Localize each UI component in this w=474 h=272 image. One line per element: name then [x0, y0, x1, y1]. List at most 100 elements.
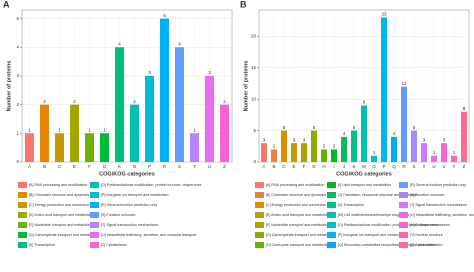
legend-swatch: [90, 192, 99, 198]
bar: [85, 133, 94, 162]
data-label: 4: [343, 131, 346, 136]
x-tick-label: R: [163, 164, 167, 169]
x-tick-label: E: [292, 164, 295, 169]
legend-label: [Y] Nuclear structure: [410, 233, 443, 237]
bar: [361, 105, 367, 162]
y-tick-label: 0: [253, 159, 256, 164]
x-tick-label: H: [322, 164, 325, 169]
legend-swatch: [255, 182, 264, 188]
legend-label: [U] Intracellular trafficking, secretion…: [410, 213, 474, 217]
legend-swatch: [399, 182, 408, 188]
legend-label: [C] Energy production and conversion: [29, 203, 89, 207]
data-label: 3: [423, 137, 426, 142]
data-label: 1: [373, 150, 376, 155]
legend-label: [E] Amino acid transport and metabolism: [29, 213, 94, 217]
legend-swatch: [18, 212, 27, 218]
data-label: 2: [73, 99, 76, 104]
bar: [301, 143, 307, 162]
data-label: 5: [163, 13, 166, 18]
bar: [40, 104, 49, 162]
legend-label: [G] Carbohydrate transport and metabolis…: [29, 233, 98, 237]
x-tick-label: O: [372, 164, 376, 169]
data-label: 1: [453, 150, 456, 155]
legend-label: [J] Translation, ribosomal structure and…: [338, 193, 418, 197]
legend-swatch: [327, 202, 336, 208]
data-label: 1: [193, 128, 196, 133]
x-tick-label: P: [148, 164, 151, 169]
y-tick-label: 5: [16, 16, 19, 21]
x-tick-label: P: [382, 164, 385, 169]
y-axis-title: Number of proteins: [243, 61, 249, 112]
data-label: 12: [401, 81, 407, 86]
legend-label: [K] Transcription: [29, 243, 55, 247]
legend-label: [T] Signal transduction mechanisms: [410, 203, 467, 207]
x-tick-label: F: [88, 164, 91, 169]
data-label: 3: [293, 137, 296, 142]
legend-label: [F] Nucleotide transport and metabolism: [29, 223, 93, 227]
data-label: 3: [148, 70, 151, 75]
data-label: 8: [463, 106, 466, 111]
x-tick-label: Z: [223, 164, 226, 169]
legend-swatch: [255, 242, 264, 248]
x-tick-label: C: [282, 164, 286, 169]
bar: [271, 149, 277, 162]
legend-swatch: [327, 232, 336, 238]
data-label: 2: [43, 99, 46, 104]
x-tick-label: B: [272, 164, 275, 169]
data-label: 23: [381, 12, 387, 17]
bar: [431, 155, 437, 162]
legend-swatch: [399, 232, 408, 238]
bar: [331, 149, 337, 162]
y-tick-label: 5: [253, 128, 256, 133]
data-label: 5: [283, 125, 286, 130]
y-axis-title: Number of proteins: [6, 61, 12, 112]
x-tick-label: K: [352, 164, 355, 169]
bar: [100, 133, 109, 162]
data-label: 3: [208, 70, 211, 75]
plot-area: [21, 9, 233, 163]
x-tick-label: Q: [392, 164, 396, 169]
bar: [461, 111, 467, 162]
legend-label: [G] Carbohydrate transport and metabolis…: [266, 233, 335, 237]
legend-label: [S] Function unknown: [410, 193, 445, 197]
x-tick-label: S: [412, 164, 415, 169]
x-tick-label: V: [442, 164, 445, 169]
bar: [145, 75, 154, 162]
legend-label: [H] Coenzyme transport and metabolism: [266, 243, 330, 247]
legend-swatch: [90, 182, 99, 188]
x-tick-label: J: [343, 164, 345, 169]
x-tick-label: G: [103, 164, 107, 169]
bar: [381, 17, 387, 163]
legend-swatch: [327, 182, 336, 188]
legend-swatch: [90, 232, 99, 238]
legend-label: [A] RNA processing and modification: [266, 183, 324, 187]
data-label: 9: [363, 100, 366, 105]
legend-label: [I] Lipid transport and metabolism: [338, 183, 391, 187]
legend-swatch: [327, 192, 336, 198]
legend-label: [C] Energy production and conversion: [266, 203, 326, 207]
bar: [205, 75, 214, 162]
legend-label: [P] Inorganic ion transport and metaboli…: [338, 233, 406, 237]
legend-swatch: [90, 212, 99, 218]
legend-label: [M] Cell wall/membrane/envelope biogenes…: [338, 213, 410, 217]
x-tick-label: E: [73, 164, 76, 169]
legend-label: [O] Posttranslational modification, prot…: [338, 223, 438, 227]
data-label: 2: [273, 144, 276, 149]
legend-swatch: [18, 242, 27, 248]
data-label: 4: [118, 41, 121, 46]
bar: [130, 104, 139, 162]
bar: [160, 18, 169, 162]
legend-swatch: [255, 232, 264, 238]
bar: [321, 149, 327, 162]
bar: [261, 143, 267, 162]
y-tick-label: 1: [16, 131, 19, 136]
data-label: 2: [323, 144, 326, 149]
legend-swatch: [399, 242, 408, 248]
panel-label: A: [3, 0, 10, 9]
legend-swatch: [399, 222, 408, 228]
legend-swatch: [90, 202, 99, 208]
legend-label: [U] Intracellular trafficking, secretion…: [101, 233, 196, 237]
x-tick-label: A: [262, 164, 265, 169]
data-label: 3: [303, 137, 306, 142]
